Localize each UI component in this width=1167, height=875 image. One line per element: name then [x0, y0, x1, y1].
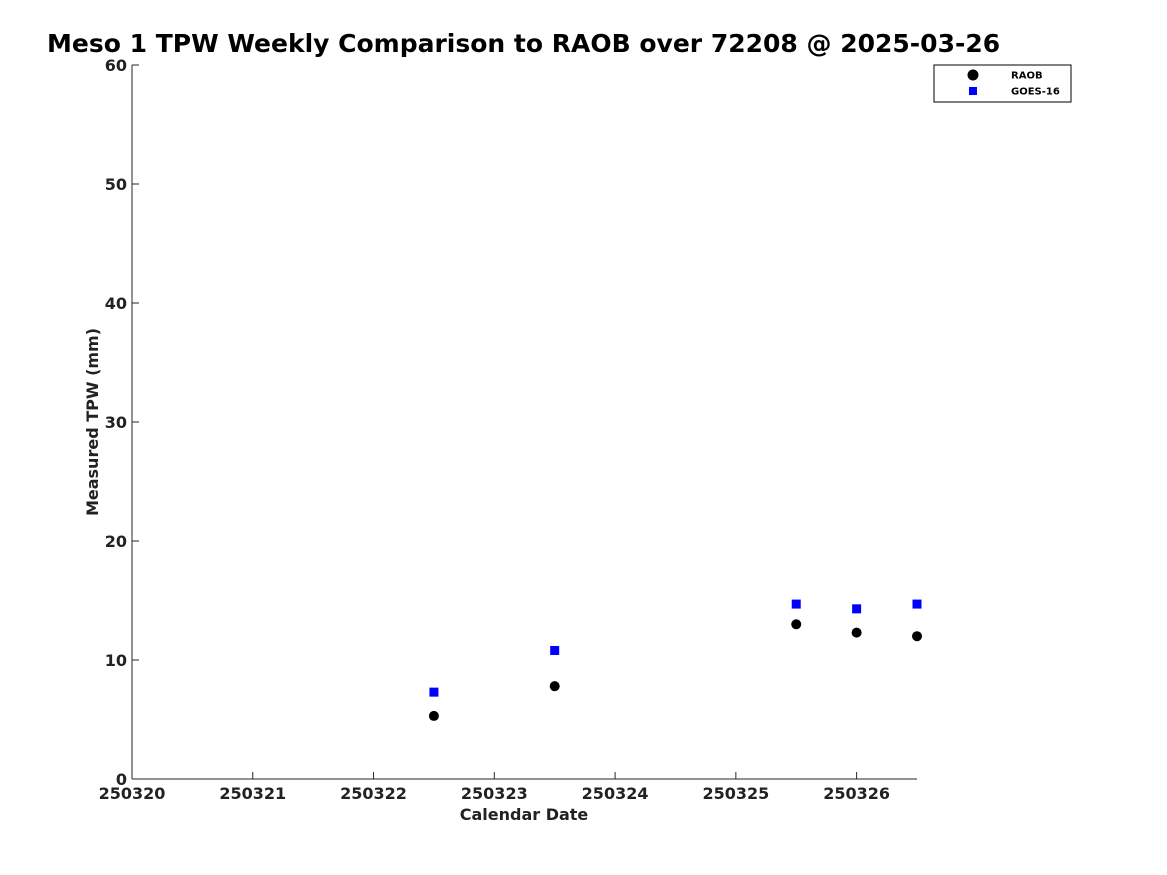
goes-16-point — [912, 599, 922, 609]
y-axis-label: Measured TPW (mm) — [83, 328, 102, 516]
y-tick-label: 30 — [105, 413, 127, 432]
y-ticks: 0 10 20 30 40 50 60 — [105, 56, 139, 789]
legend-label: GOES-16 — [1011, 87, 1060, 98]
goes-16-point — [852, 604, 862, 614]
x-ticks: 250320 250321 250322 250323 250324 250325 2503… — [99, 772, 890, 803]
y-tick-label: 50 — [105, 175, 127, 194]
x-tick-label: 250323 — [461, 784, 528, 803]
raob-point — [549, 681, 560, 692]
legend: RAOB GOES-16 — [933, 64, 1072, 103]
x-axis-label: Calendar Date — [460, 805, 589, 824]
x-tick-label: 250320 — [99, 784, 166, 803]
legend-box — [933, 64, 1072, 103]
chart-title: Meso 1 TPW Weekly Comparison to RAOB ove… — [47, 29, 1000, 58]
series-goes-16 — [429, 599, 922, 697]
y-tick-label: 20 — [105, 532, 127, 551]
legend-raob-marker — [967, 69, 979, 81]
legend-label: RAOB — [1011, 71, 1043, 82]
raob-point — [912, 631, 922, 642]
goes-16-point — [429, 687, 439, 697]
goes-16-point — [791, 599, 801, 609]
legend-goes-16-marker — [969, 87, 977, 95]
x-tick-label: 250324 — [582, 784, 649, 803]
raob-point — [791, 619, 802, 630]
legend-entries: RAOB GOES-16 — [967, 69, 1060, 98]
series-raob — [428, 619, 922, 721]
x-tick-label: 250322 — [340, 784, 407, 803]
data-points — [428, 599, 922, 721]
y-tick-label: 40 — [105, 294, 127, 313]
x-tick-label: 250326 — [823, 784, 890, 803]
y-tick-label: 10 — [105, 651, 127, 670]
goes-16-point — [550, 645, 560, 655]
raob-point — [851, 627, 862, 638]
y-tick-label: 60 — [105, 56, 127, 75]
x-tick-label: 250321 — [219, 784, 286, 803]
x-tick-label: 250325 — [702, 784, 769, 803]
raob-point — [428, 710, 439, 721]
y-tick-label: 0 — [116, 770, 127, 789]
